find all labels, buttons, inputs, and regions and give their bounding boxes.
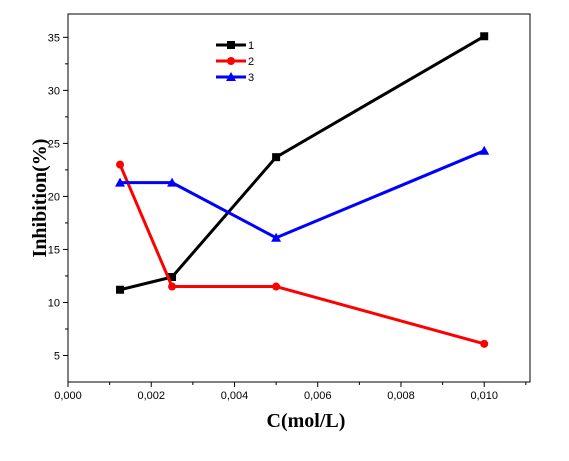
- series-2: [116, 160, 489, 348]
- y-tick-label: 10: [48, 297, 60, 309]
- series-3-point: [115, 177, 126, 187]
- x-tick-label: 0,010: [470, 390, 498, 402]
- x-tick-label: 0,000: [54, 390, 82, 402]
- x-axis-title: C(mol/L): [267, 410, 346, 432]
- series-1-point: [272, 153, 281, 162]
- axis-ticks: 0,000 0,002 0,004 0,006 0,008 0,010 5 10 15 20 25 3…: [48, 32, 527, 402]
- series-1-point: [168, 273, 177, 282]
- y-tick-label: 15: [48, 244, 60, 256]
- x-tick-label: 0,002: [137, 390, 165, 402]
- legend-marker: [227, 41, 235, 49]
- series-layer: [115, 32, 490, 348]
- y-tick-label: 25: [48, 138, 60, 150]
- series-3-point: [167, 177, 178, 187]
- series-3-line: [120, 149, 485, 240]
- y-tick-label: 35: [48, 32, 60, 44]
- series-1-point: [116, 285, 125, 294]
- legend-marker: [227, 57, 235, 65]
- series-2-point: [480, 339, 489, 348]
- legend-label: 1: [248, 40, 254, 52]
- legend-item-3: 3: [216, 72, 254, 84]
- series-1-point: [480, 32, 489, 41]
- series-3: [115, 145, 490, 242]
- y-tick-label: 5: [54, 350, 60, 362]
- plot-frame: [67, 13, 531, 383]
- y-tick-label: 20: [48, 191, 60, 203]
- legend-label: 2: [248, 56, 254, 68]
- series-2-point: [168, 282, 177, 291]
- series-2-point: [272, 282, 281, 291]
- legend-item-2: 2: [216, 56, 254, 68]
- y-tick-label: 30: [48, 85, 60, 97]
- series-1-line: [119, 34, 485, 292]
- series-3-point: [271, 232, 282, 242]
- x-tick-label: 0,006: [304, 390, 332, 402]
- series-3-point: [479, 145, 490, 155]
- legend: 1 2 3: [216, 40, 254, 84]
- x-tick-label: 0,004: [221, 390, 249, 402]
- legend-label: 3: [248, 72, 254, 84]
- series-2-line: [118, 164, 485, 346]
- y-axis-title: Inhibition(%): [29, 139, 51, 258]
- legend-marker: [226, 72, 236, 81]
- legend-item-1: 1: [216, 40, 254, 52]
- series-2-point: [116, 160, 125, 169]
- x-tick-label: 0,008: [387, 390, 415, 402]
- series-1: [116, 32, 489, 294]
